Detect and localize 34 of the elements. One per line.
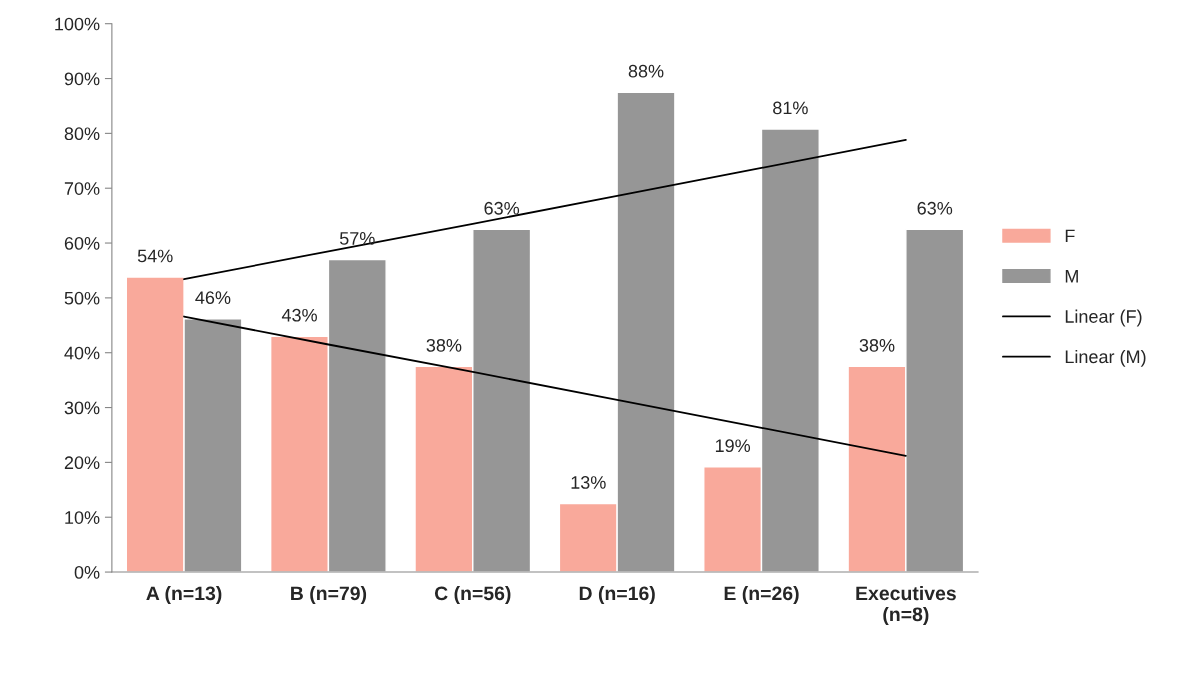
- data-label: 57%: [339, 232, 375, 245]
- data-label: 38%: [426, 338, 462, 352]
- y-tick-label: 90%: [64, 72, 100, 86]
- x-tick-label: C (n=56): [434, 585, 511, 605]
- data-label: 63%: [484, 201, 520, 215]
- x-tick-label: B (n=79): [291, 585, 367, 605]
- legend-label: M: [1065, 269, 1078, 283]
- data-label: 43%: [281, 308, 317, 322]
- x-tick-label: D (n=16): [579, 585, 655, 605]
- data-label: 88%: [628, 64, 664, 78]
- data-label: 46%: [195, 291, 231, 305]
- y-tick-label: 50%: [64, 291, 100, 305]
- data-label: 81%: [773, 101, 808, 115]
- x-tick-label: Executives (n=8): [856, 585, 956, 626]
- data-label: 38%: [859, 338, 895, 352]
- data-label: 13%: [571, 476, 606, 489]
- legend-label: F: [1065, 229, 1075, 243]
- y-tick-label: 60%: [64, 236, 100, 250]
- data-label: 19%: [715, 439, 751, 453]
- y-tick-label: 30%: [64, 401, 100, 415]
- y-tick-label: 100%: [55, 17, 100, 31]
- line-series: [183, 139, 907, 281]
- y-tick-label: 10%: [65, 511, 100, 524]
- y-tick-label: 0%: [74, 566, 100, 579]
- x-tick-label: E (n=26): [724, 585, 799, 605]
- y-tick-label: 40%: [64, 346, 100, 360]
- legend-label: Linear (M): [1065, 349, 1146, 367]
- x-tick-label: A (n=13): [146, 585, 222, 605]
- y-tick-label: 70%: [64, 182, 100, 195]
- legend-label: Linear (F): [1065, 309, 1142, 327]
- data-label: 54%: [137, 249, 173, 263]
- data-label: 63%: [917, 201, 953, 215]
- y-tick-label: 20%: [64, 456, 100, 470]
- y-tick-label: 80%: [64, 127, 100, 141]
